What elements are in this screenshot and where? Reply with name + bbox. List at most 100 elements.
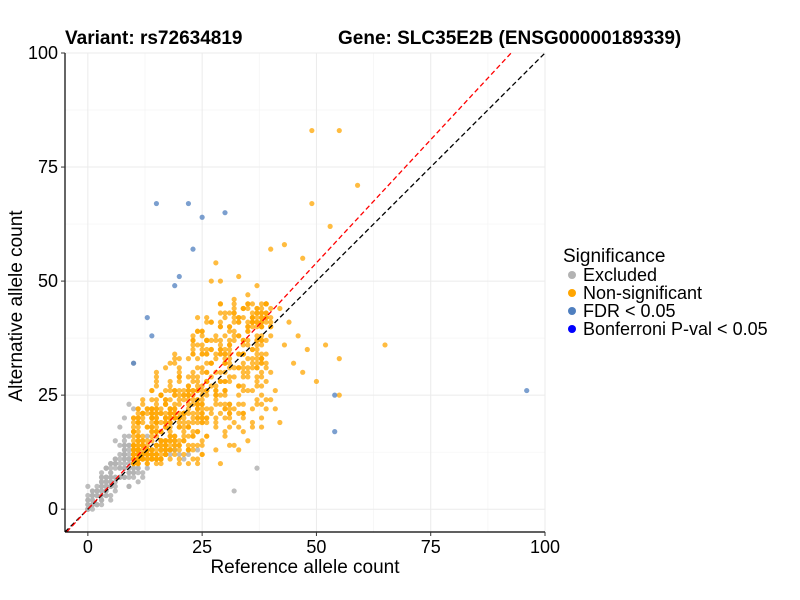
point: [117, 424, 123, 430]
point: [222, 415, 228, 421]
point: [94, 492, 100, 499]
point: [135, 460, 141, 467]
point: [258, 314, 265, 321]
point: [85, 502, 91, 508]
point: [231, 310, 237, 316]
point: [199, 346, 205, 353]
point: [140, 474, 146, 480]
point: [158, 392, 164, 398]
point: [222, 310, 228, 316]
point: [254, 310, 260, 316]
point: [190, 337, 196, 343]
point: [103, 492, 109, 499]
point: [217, 351, 224, 357]
point: [263, 319, 269, 325]
point: [226, 378, 233, 385]
point: [190, 374, 196, 380]
point: [181, 433, 187, 439]
point: [185, 410, 192, 416]
point: [199, 387, 205, 394]
point: [126, 456, 132, 462]
point: [130, 433, 137, 439]
point: [167, 387, 173, 394]
point: [194, 442, 201, 448]
point: [249, 419, 256, 426]
point: [213, 447, 219, 453]
point: [281, 342, 288, 348]
point: [153, 419, 160, 426]
point: [117, 456, 123, 462]
point: [162, 410, 169, 416]
point: [327, 223, 333, 229]
point: [268, 314, 274, 321]
point: [258, 305, 265, 312]
point: [153, 378, 160, 385]
point: [112, 438, 118, 444]
point: [231, 374, 237, 380]
point: [240, 429, 246, 435]
point: [204, 360, 210, 366]
point: [249, 301, 256, 307]
point: [172, 447, 178, 453]
point: [121, 433, 128, 439]
point: [176, 442, 182, 448]
point: [199, 328, 205, 334]
point: [130, 451, 137, 458]
point: [121, 451, 128, 458]
point: [153, 451, 160, 458]
point: [213, 415, 219, 421]
point: [149, 419, 155, 426]
point: [245, 324, 251, 330]
point: [204, 392, 210, 398]
point: [135, 438, 141, 444]
legend-label: Non-significant: [583, 283, 702, 303]
point: [185, 392, 192, 398]
point: [98, 470, 105, 476]
point: [117, 442, 123, 448]
point: [162, 451, 169, 458]
y-tick-label: 75: [38, 157, 58, 177]
point: [240, 314, 246, 321]
point: [204, 346, 210, 353]
point: [89, 506, 96, 512]
point: [149, 433, 155, 439]
point: [236, 351, 242, 357]
point: [236, 383, 242, 389]
point: [268, 305, 274, 312]
point: [313, 378, 320, 385]
point: [199, 406, 205, 412]
x-tick-label: 50: [306, 537, 326, 557]
point: [172, 442, 178, 448]
point: [126, 433, 132, 439]
x-tick-label: 25: [192, 537, 212, 557]
point: [117, 451, 123, 458]
point: [181, 451, 187, 458]
point: [172, 433, 178, 439]
point: [140, 419, 146, 426]
point: [126, 483, 132, 489]
point: [268, 397, 274, 403]
point: [217, 410, 224, 416]
point: [258, 360, 265, 366]
point: [254, 401, 260, 407]
point: [130, 424, 137, 430]
point: [258, 356, 265, 362]
point: [194, 460, 201, 467]
point: [85, 497, 91, 503]
point: [254, 305, 260, 312]
point: [213, 401, 219, 407]
point: [140, 433, 146, 439]
point: [130, 419, 137, 426]
point: [249, 314, 256, 321]
point: [213, 260, 219, 266]
point: [249, 424, 256, 430]
point: [236, 392, 242, 398]
point: [153, 460, 160, 467]
point: [153, 447, 160, 453]
y-tick-label: 100: [28, 43, 58, 63]
legend-label: Bonferroni P-val < 0.05: [583, 319, 768, 339]
point: [258, 337, 265, 343]
point: [199, 451, 205, 458]
point: [249, 346, 256, 353]
point: [176, 365, 182, 371]
